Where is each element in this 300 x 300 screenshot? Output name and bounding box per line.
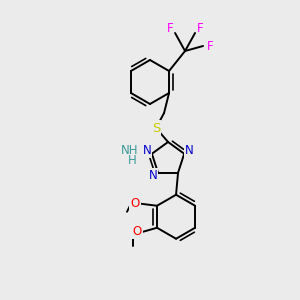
Text: N: N [149,169,158,182]
Text: N: N [185,144,194,157]
Text: F: F [207,40,213,52]
Text: O: O [132,225,142,238]
Text: NH: NH [121,144,139,157]
Text: H: H [128,154,136,167]
Text: S: S [152,122,160,134]
Text: O: O [130,197,140,210]
Text: N: N [142,144,151,157]
Text: F: F [197,22,203,35]
Text: F: F [167,22,173,35]
